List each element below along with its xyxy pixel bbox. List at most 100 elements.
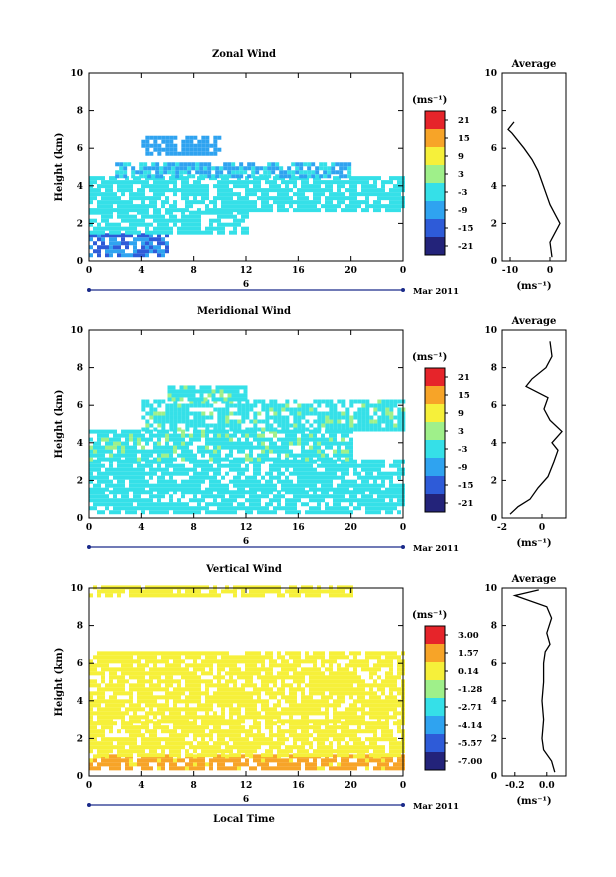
heatmap-cell	[133, 498, 137, 502]
heatmap-cell	[285, 498, 289, 502]
heatmap-cell	[349, 737, 353, 741]
heatmap-cell	[149, 585, 153, 589]
heatmap-cell	[249, 502, 253, 506]
heatmap-cell	[117, 593, 121, 597]
heatmap-cell	[109, 659, 113, 663]
heatmap-cell	[123, 174, 127, 178]
heatmap-cell	[165, 446, 169, 450]
heatmap-cell	[129, 753, 133, 757]
heatmap-cell	[189, 200, 193, 204]
heatmap-cell	[337, 762, 341, 766]
heatmap-cell	[181, 450, 185, 454]
heatmap-cell	[153, 144, 157, 148]
heatmap-cell	[145, 454, 149, 458]
heatmap-cell	[121, 585, 125, 589]
heatmap-cell	[377, 699, 381, 703]
heatmap-cell	[117, 510, 121, 514]
heatmap-cell	[385, 208, 389, 212]
heatmap-cell	[361, 484, 365, 488]
heatmap-cell	[201, 758, 205, 762]
heatmap-cell	[353, 659, 357, 663]
heatmap-cell	[191, 174, 195, 178]
heatmap-cell	[145, 208, 149, 212]
heatmap-cell	[161, 249, 165, 253]
heatmap-cell	[397, 502, 401, 506]
heatmap-cell	[365, 691, 369, 695]
heatmap-cell	[117, 458, 121, 462]
heatmap-cell	[369, 671, 373, 675]
heatmap-cell	[303, 170, 307, 174]
heatmap-cell	[297, 484, 301, 488]
heatmap-cell	[141, 446, 145, 450]
heatmap-cell	[89, 703, 93, 707]
heatmap-cell	[229, 758, 233, 762]
heatmap-cell	[145, 719, 149, 723]
heatmap-cell	[245, 715, 249, 719]
heatmap-cell	[225, 655, 229, 659]
heatmap-cell	[197, 679, 201, 683]
heatmap-cell	[325, 416, 329, 420]
heatmap-cell	[181, 434, 185, 438]
heatmap-cell	[349, 424, 353, 428]
heatmap-cell	[377, 506, 381, 510]
heatmap-cell	[181, 215, 185, 219]
heatmap-cell	[157, 196, 161, 200]
heatmap-cell	[141, 140, 145, 144]
y-tick-label: 2	[77, 219, 83, 229]
heatmap-cell	[329, 458, 333, 462]
heatmap-cell	[329, 719, 333, 723]
heatmap-cell	[309, 404, 313, 408]
heatmap-cell	[137, 679, 141, 683]
heatmap-cell	[381, 416, 385, 420]
heatmap-cell	[353, 671, 357, 675]
heatmap-cell	[97, 498, 101, 502]
heatmap-cell	[205, 140, 209, 144]
heatmap-cell	[157, 458, 161, 462]
heatmap-cell	[381, 184, 385, 188]
heatmap-cell	[197, 695, 201, 699]
heatmap-cell	[257, 729, 261, 733]
colorbar-segment	[425, 422, 445, 441]
heatmap-cell	[197, 446, 201, 450]
heatmap-cell	[161, 766, 165, 770]
heatmap-cell	[345, 675, 349, 679]
heatmap-cell	[353, 687, 357, 691]
heatmap-cell	[289, 200, 293, 204]
heatmap-cell	[337, 458, 341, 462]
heatmap-cell	[277, 502, 281, 506]
heatmap-cell	[233, 215, 237, 219]
heatmap-cell	[141, 180, 145, 184]
average-title: Average	[511, 316, 557, 327]
heatmap-cell	[293, 408, 297, 412]
heatmap-cell	[393, 472, 397, 476]
heatmap-cell	[153, 184, 157, 188]
heatmap-cell	[341, 711, 345, 715]
heatmap-cell	[177, 219, 181, 223]
heatmap-cell	[257, 725, 261, 729]
heatmap-cell	[117, 741, 121, 745]
heatmap-cell	[105, 192, 109, 196]
heatmap-cell	[153, 188, 157, 192]
heatmap-cell	[117, 737, 121, 741]
heatmap-cell	[213, 725, 217, 729]
heatmap-cell	[129, 454, 133, 458]
heatmap-cell	[353, 188, 357, 192]
heatmap-cell	[193, 144, 197, 148]
heatmap-cell	[281, 408, 285, 412]
heatmap-cell	[273, 691, 277, 695]
heatmap-cell	[101, 651, 105, 655]
heatmap-cell	[125, 667, 129, 671]
heatmap-cell	[277, 741, 281, 745]
heatmap-cell	[89, 749, 93, 753]
heatmap-cell	[317, 711, 321, 715]
heatmap-cell	[176, 389, 180, 393]
colorbar-unit: (ms⁻¹)	[412, 352, 447, 363]
heatmap-cell	[149, 468, 153, 472]
heatmap-cell	[229, 208, 233, 212]
heatmap-cell	[209, 671, 213, 675]
heatmap-cell	[243, 166, 247, 170]
heatmap-cell	[220, 393, 224, 397]
heatmap-cell	[297, 655, 301, 659]
heatmap-cell	[201, 211, 205, 215]
heatmap-cell	[393, 651, 397, 655]
